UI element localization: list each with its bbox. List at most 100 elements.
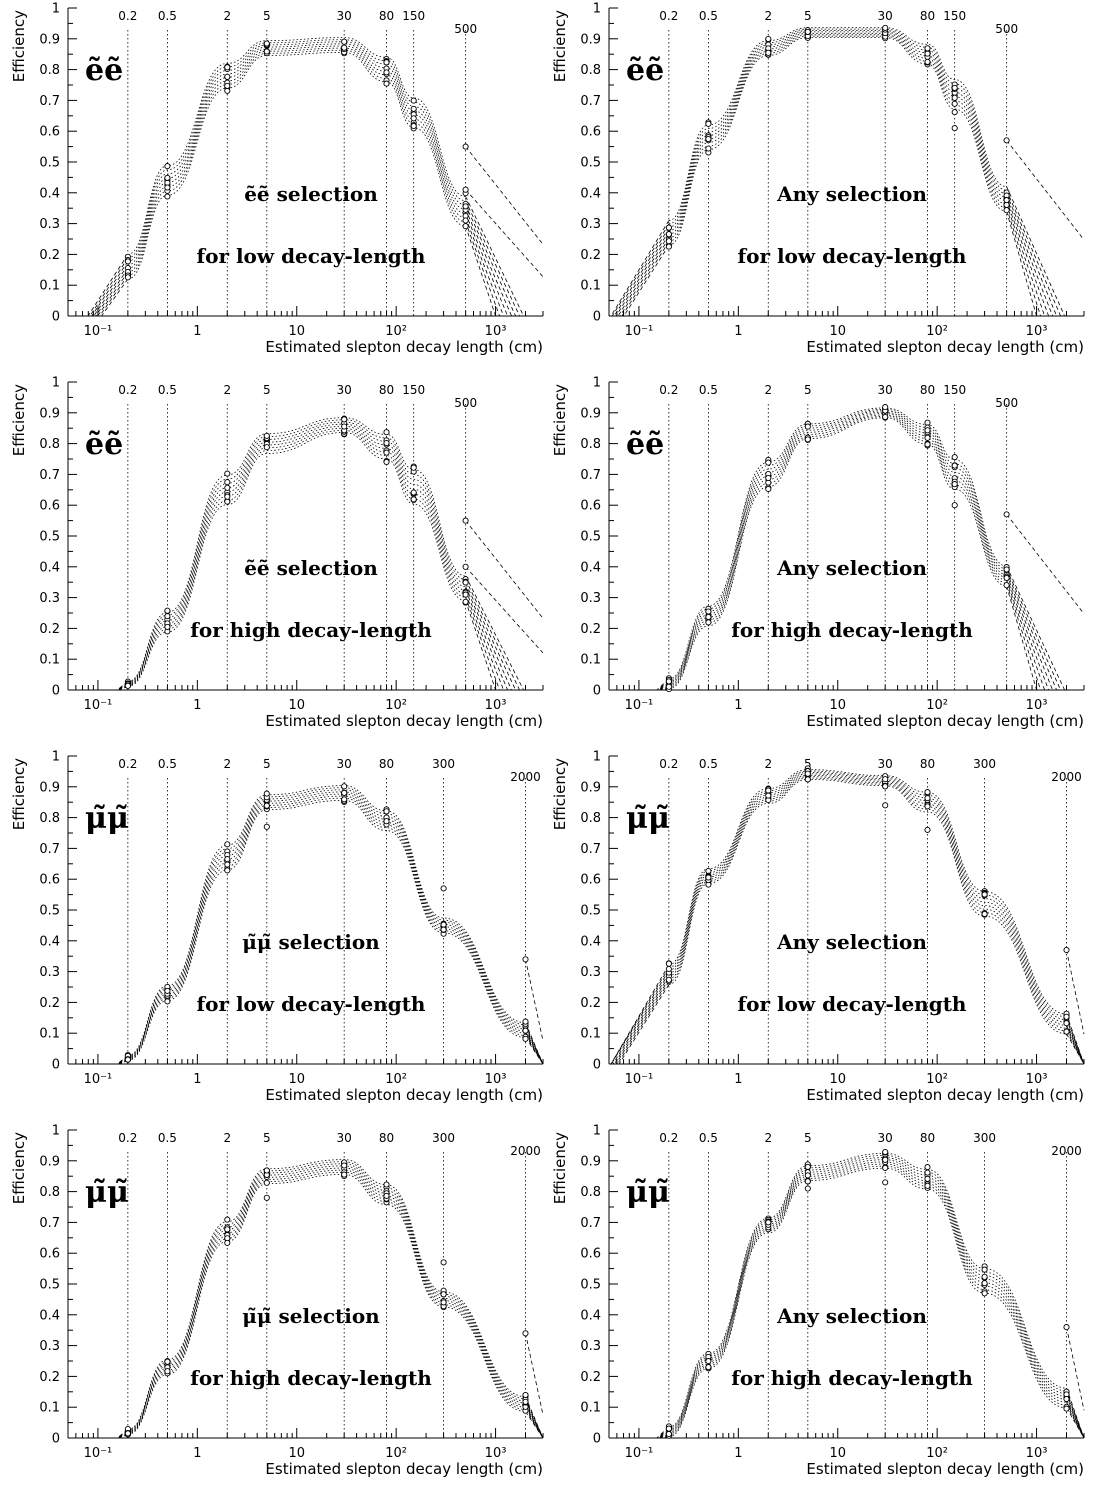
decay-length-marker-label: 30 <box>878 9 893 23</box>
efficiency-point <box>383 80 390 87</box>
extrapolation-right <box>1066 1407 1085 1439</box>
efficiency-point <box>383 449 390 456</box>
y-tick-label: 0.6 <box>39 125 60 140</box>
y-axis-label: Efficiency <box>551 758 569 830</box>
x-axis-label: Estimated slepton decay length (cm) <box>265 1460 543 1478</box>
fit-curves <box>656 1152 1085 1439</box>
x-tick-label: 10 <box>288 1072 305 1087</box>
y-tick-label: 0 <box>52 684 60 699</box>
efficiency-point <box>341 1162 348 1169</box>
data-points <box>124 415 469 689</box>
extrapolation-left <box>95 268 129 317</box>
extrapolation-right <box>1006 193 1057 317</box>
y-tick-label: 0.7 <box>580 468 601 483</box>
decay-length-marker-label: 5 <box>804 9 812 23</box>
extrapolation-right <box>1006 207 1041 317</box>
fit-curve <box>668 1152 1067 1428</box>
fit-curve <box>668 34 1007 239</box>
efficiency-point <box>164 998 171 1005</box>
efficiency-point-outlier <box>263 1194 270 1201</box>
extrapolation-left <box>101 278 129 317</box>
efficiency-point <box>263 1179 270 1186</box>
y-tick-label: 0.6 <box>580 125 601 140</box>
fit-curve <box>668 414 1007 687</box>
extrapolation-right <box>465 217 504 317</box>
decay-length-marker-label: 5 <box>263 383 271 397</box>
x-tick-label: 10³ <box>1026 1446 1048 1461</box>
extrapolation-right <box>1006 186 1065 317</box>
y-tick-label: 0.9 <box>39 1154 60 1169</box>
y-tick-label: 0.2 <box>580 622 601 637</box>
extrapolation-right <box>1006 582 1041 691</box>
extrapolation-left <box>99 275 129 317</box>
efficiency-point <box>765 787 772 794</box>
data-points <box>665 765 1070 1035</box>
selection-label: μ̃μ̃ selection <box>242 1304 380 1328</box>
fit-curve <box>668 774 1067 1026</box>
efficiency-point <box>1003 574 1010 582</box>
efficiency-point <box>164 613 171 620</box>
fit-curve <box>127 795 526 1060</box>
y-tick-label: 0 <box>593 1058 601 1073</box>
decay-length-marker-label: 300 <box>973 757 996 771</box>
y-tick-label: 0.1 <box>580 279 601 294</box>
decay-length-range-label: for high decay-length <box>190 618 432 642</box>
efficiency-point <box>410 105 417 112</box>
efficiency-point <box>224 64 231 71</box>
decay-length-range-label: for high decay-length <box>731 1366 973 1390</box>
data-points <box>665 1148 1070 1439</box>
efficiency-point <box>440 921 447 928</box>
decay-length-range-label: for low decay-length <box>738 244 967 268</box>
extrapolation-right <box>465 582 516 691</box>
efficiency-point <box>924 50 931 57</box>
decay-length-range-label: for low decay-length <box>197 244 426 268</box>
efficiency-point <box>341 783 348 790</box>
extrapolation-right <box>525 1405 544 1439</box>
fit-curve <box>127 1167 526 1433</box>
fit-curve <box>127 1165 526 1432</box>
efficiency-point <box>981 1280 988 1287</box>
efficiency-point <box>383 439 390 447</box>
y-tick-label: 0.2 <box>39 248 60 263</box>
decay-length-marker-label: 30 <box>878 757 893 771</box>
efficiency-point-outlier <box>440 1259 447 1266</box>
decay-length-marker-label: 500 <box>995 396 1018 410</box>
efficiency-point <box>383 1192 390 1199</box>
decay-length-marker-label: 30 <box>337 9 352 23</box>
particle-label: μ̃μ̃ <box>626 801 670 836</box>
fit-curve <box>668 1163 1067 1435</box>
extrapolation-right <box>465 209 512 317</box>
extrapolation-right <box>465 221 500 317</box>
extrapolation-outlier <box>1006 140 1085 241</box>
efficiency-point <box>164 174 171 181</box>
decay-length-marker-label: 2000 <box>510 770 541 784</box>
efficiency-point <box>1003 207 1010 214</box>
efficiency-point <box>882 413 889 421</box>
y-tick-label: 0.7 <box>39 842 60 857</box>
y-tick-label: 0.6 <box>580 1247 601 1262</box>
extrapolation-right <box>1066 1387 1085 1439</box>
x-tick-label: 1 <box>734 698 742 713</box>
fit-curve <box>127 43 466 266</box>
y-tick-label: 0.7 <box>580 1216 601 1231</box>
x-tick-label: 10² <box>926 1446 948 1461</box>
efficiency-point <box>765 792 772 799</box>
efficiency-point <box>665 960 672 967</box>
y-axis-label: Efficiency <box>551 1132 569 1204</box>
x-axis-label: Estimated slepton decay length (cm) <box>806 1086 1084 1104</box>
efficiency-point <box>383 818 390 825</box>
decay-length-marker-label: 5 <box>263 9 271 23</box>
decay-length-marker-label: 0.5 <box>158 9 177 23</box>
efficiency-point <box>383 59 390 66</box>
x-tick-label: 10² <box>926 324 948 339</box>
efficiency-point <box>981 1290 988 1297</box>
efficiency-point <box>224 82 231 89</box>
extrapolation-left <box>612 973 670 1065</box>
fit-curve <box>127 797 526 1060</box>
y-tick-label: 0.4 <box>580 1308 601 1323</box>
efficiency-point <box>383 69 390 76</box>
selection-label: ẽẽ selection <box>244 182 378 206</box>
chart-panel-8: 0 0.1 0.2 0.3 0.4 0.5 0.6 0.7 0.8 0.9 1 10⁻¹ 1 10 10² 1… <box>551 1124 1085 1478</box>
efficiency-point-outlier <box>951 125 958 132</box>
fit-curve <box>127 419 466 683</box>
